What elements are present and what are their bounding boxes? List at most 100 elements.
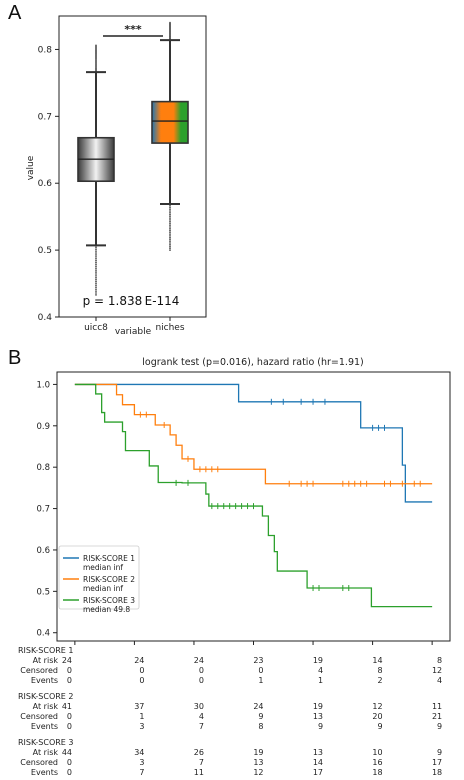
km-chart: logrank test (p=0.016), hazard ratio (hr…	[36, 357, 451, 645]
risk-cell: 12	[253, 768, 264, 777]
boxplot-frame	[58, 15, 207, 318]
km-line-3	[74, 383, 433, 608]
risk-cell: 7	[139, 768, 145, 777]
risk-cell: 19	[312, 702, 324, 711]
y-tick-label: 0.6	[36, 546, 50, 556]
risk-cell: 17	[312, 768, 324, 777]
risk-cell: 4	[198, 712, 204, 721]
risk-cell: 7	[198, 758, 204, 767]
pvalue-label: p = 1.838 E-114	[83, 294, 180, 308]
censor-marks-2	[139, 411, 421, 487]
risk-cell: 2	[377, 676, 383, 685]
risk-cell: 23	[253, 656, 264, 665]
risk-cell: 11	[431, 702, 443, 711]
risk-cell: 26	[193, 748, 204, 757]
risk-cell: 0	[198, 676, 204, 685]
risk-cell: 18	[372, 768, 383, 777]
risk-cell: 0	[139, 676, 145, 685]
risk-cell: 14	[312, 758, 324, 767]
risk-cell: 24	[61, 656, 72, 665]
risk-row-label: At risk	[32, 748, 58, 757]
legend-sublabel: median 49.8	[83, 605, 130, 614]
box-niches	[151, 21, 189, 252]
box-body	[151, 100, 189, 144]
box-uicc8	[77, 44, 115, 296]
risk-cell: 3	[139, 758, 145, 767]
risk-row-label: Censored	[20, 666, 58, 675]
x-tick-label: niches	[155, 323, 184, 333]
risk-cell: 8	[437, 656, 443, 665]
y-tick-label: 0.5	[36, 587, 50, 597]
legend-sublabel: median inf	[83, 584, 123, 593]
risk-cell: 13	[312, 712, 324, 721]
risk-cell: 1	[317, 676, 324, 685]
risk-cell: 8	[377, 666, 383, 675]
y-tick-label: 0.8	[36, 463, 50, 473]
boxplot-ylabel: value	[26, 155, 36, 180]
risk-cell: 0	[66, 666, 72, 675]
legend-label: RISK-SCORE 1	[83, 554, 135, 563]
risk-cell: 0	[66, 768, 72, 777]
risk-group-title: RISK-SCORE 2	[18, 692, 74, 701]
risk-cell: 10	[372, 748, 383, 757]
risk-cell: 0	[258, 666, 264, 675]
significance-stars: ***	[124, 23, 142, 36]
risk-cell: 3	[139, 722, 145, 731]
risk-cell: 1	[139, 712, 145, 721]
risk-cell: 20	[372, 712, 383, 721]
boxplot-chart: 0.4 0.5 0.6 0.7 0.8 uicc8 niches value variabl…	[26, 15, 207, 337]
risk-cell: 19	[312, 656, 324, 665]
km-line-2	[74, 383, 433, 485]
risk-cell: 16	[372, 758, 383, 767]
risk-cell: 12	[372, 702, 383, 711]
risk-cell: 7	[198, 722, 204, 731]
risk-cell: 11	[193, 768, 204, 777]
legend-label: RISK-SCORE 2	[83, 575, 135, 584]
y-tick-label: 0.8	[38, 45, 53, 55]
risk-cell: 9	[437, 722, 443, 731]
risk-cell: 21	[431, 712, 443, 721]
y-tick-label: 0.4	[38, 313, 53, 323]
risk-cell: 9	[437, 748, 443, 757]
panel-b-letter: B	[8, 347, 22, 369]
x-tick-label: uicc8	[84, 323, 108, 333]
risk-row-label: Events	[30, 768, 58, 777]
risk-cell: 14	[372, 656, 383, 665]
censor-marks-1	[270, 398, 385, 431]
risk-cell: 13	[312, 748, 324, 757]
risk-cell: 9	[377, 722, 383, 731]
risk-group-title: RISK-SCORE 1	[18, 646, 74, 655]
panel-a-letter: A	[8, 2, 22, 24]
censor-marks-3	[175, 479, 350, 592]
risk-row-label: Events	[30, 722, 58, 731]
risk-row-label: At risk	[32, 656, 58, 665]
risk-cell: 0	[66, 722, 72, 731]
risk-cell: 0	[66, 712, 72, 721]
y-tick-label: 0.7	[38, 112, 52, 122]
legend-sublabel: median inf	[83, 563, 123, 572]
risk-row-label: At risk	[32, 702, 58, 711]
risk-row-label: Censored	[20, 712, 58, 721]
risk-cell: 8	[258, 722, 264, 731]
y-tick-label: 1.0	[36, 380, 50, 390]
risk-cell: 17	[431, 758, 443, 767]
y-tick-label: 0.9	[36, 422, 50, 432]
y-tick-label: 0.7	[36, 505, 50, 515]
legend-box	[58, 545, 140, 610]
risk-cell: 34	[134, 748, 145, 757]
risk-cell: 4	[437, 676, 443, 685]
risk-row-label: Events	[30, 676, 58, 685]
risk-group-title: RISK-SCORE 3	[18, 738, 74, 747]
risk-cell: 0	[66, 676, 72, 685]
risk-cell: 4	[317, 666, 324, 675]
risk-cell: 19	[253, 748, 264, 757]
risk-cell: 0	[66, 758, 72, 767]
risk-cell: 37	[134, 702, 145, 711]
risk-row-label: Censored	[20, 758, 58, 767]
legend-label: RISK-SCORE 3	[83, 596, 135, 605]
risk-cell: 24	[193, 656, 204, 665]
risk-cell: 12	[431, 666, 443, 675]
y-tick-label: 0.5	[38, 246, 52, 256]
risk-cell: 24	[253, 702, 264, 711]
